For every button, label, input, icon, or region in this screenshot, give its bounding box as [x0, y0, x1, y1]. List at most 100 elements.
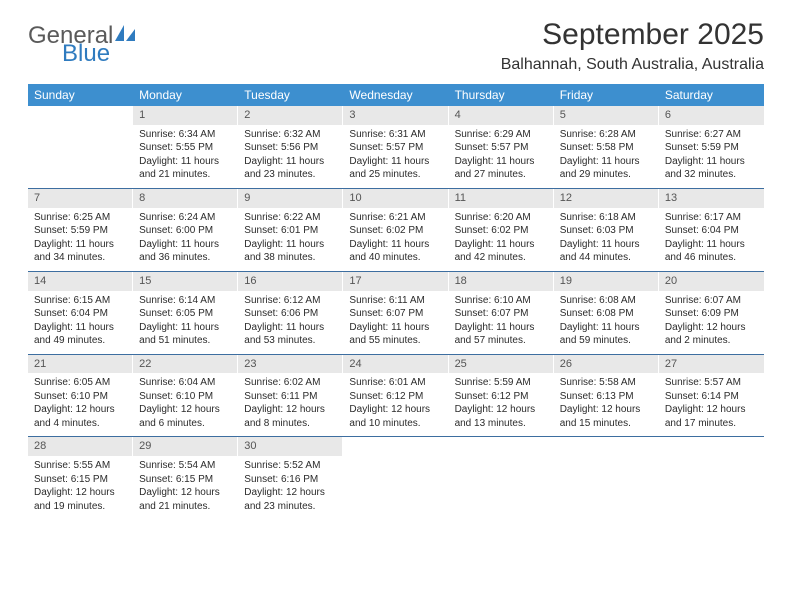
daylight-text: Daylight: 12 hours and 13 minutes. [455, 403, 548, 430]
day-body: Sunrise: 6:07 AMSunset: 6:09 PMDaylight:… [659, 291, 764, 354]
day-number: 27 [659, 355, 764, 374]
day-number [343, 437, 448, 441]
sunset-text: Sunset: 6:15 PM [34, 473, 127, 487]
day-body: Sunrise: 6:28 AMSunset: 5:58 PMDaylight:… [554, 125, 659, 188]
day-body: Sunrise: 5:54 AMSunset: 6:15 PMDaylight:… [133, 456, 238, 519]
daylight-text: Daylight: 11 hours and 36 minutes. [139, 238, 232, 265]
daylight-text: Daylight: 11 hours and 29 minutes. [560, 155, 653, 182]
sunrise-text: Sunrise: 6:11 AM [349, 294, 442, 308]
calendar-week: 28Sunrise: 5:55 AMSunset: 6:15 PMDayligh… [28, 437, 764, 519]
daylight-text: Daylight: 12 hours and 6 minutes. [139, 403, 232, 430]
daylight-text: Daylight: 11 hours and 38 minutes. [244, 238, 337, 265]
sunrise-text: Sunrise: 6:10 AM [455, 294, 548, 308]
calendar-week: 7Sunrise: 6:25 AMSunset: 5:59 PMDaylight… [28, 189, 764, 272]
sunrise-text: Sunrise: 6:08 AM [560, 294, 653, 308]
daylight-text: Daylight: 12 hours and 21 minutes. [139, 486, 232, 513]
calendar-cell: 22Sunrise: 6:04 AMSunset: 6:10 PMDayligh… [133, 355, 238, 437]
daylight-text: Daylight: 11 hours and 59 minutes. [560, 321, 653, 348]
day-body: Sunrise: 6:17 AMSunset: 6:04 PMDaylight:… [659, 208, 764, 271]
day-number: 23 [238, 355, 343, 374]
daylight-text: Daylight: 12 hours and 2 minutes. [665, 321, 758, 348]
day-body: Sunrise: 5:58 AMSunset: 6:13 PMDaylight:… [554, 373, 659, 436]
calendar-cell [343, 437, 448, 519]
sunset-text: Sunset: 5:57 PM [455, 141, 548, 155]
daylight-text: Daylight: 12 hours and 15 minutes. [560, 403, 653, 430]
sunrise-text: Sunrise: 5:55 AM [34, 459, 127, 473]
day-number: 20 [659, 272, 764, 291]
day-body: Sunrise: 6:18 AMSunset: 6:03 PMDaylight:… [554, 208, 659, 271]
sunrise-text: Sunrise: 6:17 AM [665, 211, 758, 225]
day-body: Sunrise: 6:27 AMSunset: 5:59 PMDaylight:… [659, 125, 764, 188]
calendar-cell: 7Sunrise: 6:25 AMSunset: 5:59 PMDaylight… [28, 189, 133, 271]
day-number: 15 [133, 272, 238, 291]
daylight-text: Daylight: 11 hours and 27 minutes. [455, 155, 548, 182]
page-header: General Blue September 2025 Balhannah, S… [28, 18, 764, 74]
day-number: 18 [449, 272, 554, 291]
daylight-text: Daylight: 12 hours and 19 minutes. [34, 486, 127, 513]
daylight-text: Daylight: 12 hours and 10 minutes. [349, 403, 442, 430]
daylight-text: Daylight: 11 hours and 34 minutes. [34, 238, 127, 265]
day-number: 17 [343, 272, 448, 291]
day-header: Friday [554, 84, 659, 106]
daylight-text: Daylight: 11 hours and 44 minutes. [560, 238, 653, 265]
day-body: Sunrise: 6:01 AMSunset: 6:12 PMDaylight:… [343, 373, 448, 436]
day-number: 6 [659, 106, 764, 125]
calendar-cell: 18Sunrise: 6:10 AMSunset: 6:07 PMDayligh… [449, 272, 554, 354]
calendar-header-row: Sunday Monday Tuesday Wednesday Thursday… [28, 84, 764, 106]
daylight-text: Daylight: 11 hours and 23 minutes. [244, 155, 337, 182]
sunset-text: Sunset: 6:03 PM [560, 224, 653, 238]
sunrise-text: Sunrise: 6:18 AM [560, 211, 653, 225]
location-label: Balhannah, South Australia, Australia [501, 56, 764, 74]
sunset-text: Sunset: 6:12 PM [349, 390, 442, 404]
day-body: Sunrise: 6:29 AMSunset: 5:57 PMDaylight:… [449, 125, 554, 188]
day-body: Sunrise: 6:02 AMSunset: 6:11 PMDaylight:… [238, 373, 343, 436]
calendar-cell: 16Sunrise: 6:12 AMSunset: 6:06 PMDayligh… [238, 272, 343, 354]
day-body: Sunrise: 6:32 AMSunset: 5:56 PMDaylight:… [238, 125, 343, 188]
daylight-text: Daylight: 11 hours and 57 minutes. [455, 321, 548, 348]
sunrise-text: Sunrise: 6:22 AM [244, 211, 337, 225]
sunrise-text: Sunrise: 6:04 AM [139, 376, 232, 390]
day-body: Sunrise: 6:31 AMSunset: 5:57 PMDaylight:… [343, 125, 448, 188]
sunrise-text: Sunrise: 6:07 AM [665, 294, 758, 308]
sunrise-text: Sunrise: 5:58 AM [560, 376, 653, 390]
calendar-cell: 8Sunrise: 6:24 AMSunset: 6:00 PMDaylight… [133, 189, 238, 271]
daylight-text: Daylight: 11 hours and 49 minutes. [34, 321, 127, 348]
daylight-text: Daylight: 11 hours and 42 minutes. [455, 238, 548, 265]
calendar-week: 21Sunrise: 6:05 AMSunset: 6:10 PMDayligh… [28, 355, 764, 438]
day-body: Sunrise: 6:08 AMSunset: 6:08 PMDaylight:… [554, 291, 659, 354]
sunrise-text: Sunrise: 6:01 AM [349, 376, 442, 390]
calendar-cell: 26Sunrise: 5:58 AMSunset: 6:13 PMDayligh… [554, 355, 659, 437]
sunrise-text: Sunrise: 5:59 AM [455, 376, 548, 390]
daylight-text: Daylight: 11 hours and 53 minutes. [244, 321, 337, 348]
daylight-text: Daylight: 11 hours and 55 minutes. [349, 321, 442, 348]
calendar-cell: 19Sunrise: 6:08 AMSunset: 6:08 PMDayligh… [554, 272, 659, 354]
day-body: Sunrise: 6:34 AMSunset: 5:55 PMDaylight:… [133, 125, 238, 188]
calendar-cell: 13Sunrise: 6:17 AMSunset: 6:04 PMDayligh… [659, 189, 764, 271]
sunset-text: Sunset: 6:02 PM [349, 224, 442, 238]
day-body: Sunrise: 5:57 AMSunset: 6:14 PMDaylight:… [659, 373, 764, 436]
sunset-text: Sunset: 6:12 PM [455, 390, 548, 404]
day-number: 25 [449, 355, 554, 374]
sunset-text: Sunset: 6:14 PM [665, 390, 758, 404]
day-body: Sunrise: 6:20 AMSunset: 6:02 PMDaylight:… [449, 208, 554, 271]
sunset-text: Sunset: 6:15 PM [139, 473, 232, 487]
calendar-cell: 3Sunrise: 6:31 AMSunset: 5:57 PMDaylight… [343, 106, 448, 188]
sunset-text: Sunset: 6:16 PM [244, 473, 337, 487]
calendar-cell: 24Sunrise: 6:01 AMSunset: 6:12 PMDayligh… [343, 355, 448, 437]
day-number: 10 [343, 189, 448, 208]
sunset-text: Sunset: 6:05 PM [139, 307, 232, 321]
calendar-week: 14Sunrise: 6:15 AMSunset: 6:04 PMDayligh… [28, 272, 764, 355]
calendar-cell: 25Sunrise: 5:59 AMSunset: 6:12 PMDayligh… [449, 355, 554, 437]
logo: General Blue [28, 18, 137, 66]
sunrise-text: Sunrise: 6:05 AM [34, 376, 127, 390]
daylight-text: Daylight: 11 hours and 51 minutes. [139, 321, 232, 348]
calendar-cell: 1Sunrise: 6:34 AMSunset: 5:55 PMDaylight… [133, 106, 238, 188]
daylight-text: Daylight: 11 hours and 25 minutes. [349, 155, 442, 182]
calendar-cell: 15Sunrise: 6:14 AMSunset: 6:05 PMDayligh… [133, 272, 238, 354]
calendar-cell: 23Sunrise: 6:02 AMSunset: 6:11 PMDayligh… [238, 355, 343, 437]
day-body: Sunrise: 5:59 AMSunset: 6:12 PMDaylight:… [449, 373, 554, 436]
title-block: September 2025 Balhannah, South Australi… [501, 18, 764, 74]
calendar-cell: 20Sunrise: 6:07 AMSunset: 6:09 PMDayligh… [659, 272, 764, 354]
sunrise-text: Sunrise: 6:02 AM [244, 376, 337, 390]
daylight-text: Daylight: 12 hours and 17 minutes. [665, 403, 758, 430]
